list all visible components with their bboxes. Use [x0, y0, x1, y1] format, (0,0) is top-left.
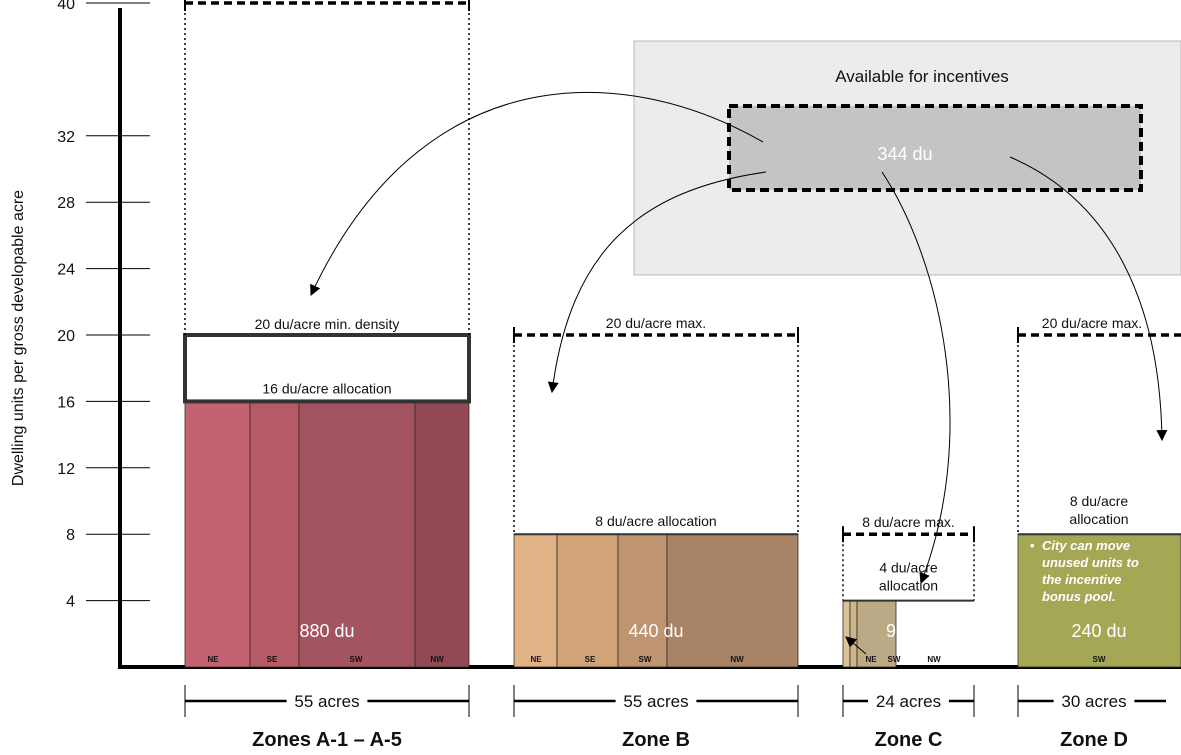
bar-zones-a-1-a-5-sw	[298, 400, 416, 668]
incentive-total: 344 du	[877, 144, 932, 164]
y-tick-label-12: 12	[57, 461, 75, 478]
arrow-to-zone-d	[1009, 156, 1168, 442]
incentive-pool: Available for incentives 344 du	[633, 40, 1181, 276]
bar-zone-b-sw	[617, 533, 668, 668]
subzone-label-sw: SW	[639, 655, 652, 664]
subzone-label-nw: NW	[927, 655, 941, 664]
incentive-title: Available for incentives	[835, 67, 1009, 86]
max-density-label: 8 du/acre max.	[862, 514, 955, 530]
max-density-label: 20 du/acre max.	[606, 315, 706, 331]
y-tick-label-20: 20	[57, 328, 75, 345]
bar-zone-c-nw	[856, 600, 897, 668]
min-density-box	[183, 333, 471, 404]
allocation-label-line-1: 8 du/acre	[1070, 493, 1129, 509]
total-units-label: 240 du	[1071, 621, 1126, 641]
y-tick-label-16: 16	[57, 394, 75, 411]
subzone-label-sw: SW	[350, 655, 363, 664]
bar-zone-b-ne	[513, 533, 558, 668]
bar-zone-c-sw	[849, 600, 858, 668]
subzone-label-ne: NE	[207, 655, 219, 664]
allocation-label: 16 du/acre allocation	[262, 380, 391, 396]
zone-name: Zone B	[622, 729, 690, 751]
allocation-label-line-2: allocation	[1069, 511, 1128, 527]
bar-zone-c-ne	[842, 600, 851, 668]
y-ticks: 4 8 12 16 20 24 28 32 40	[57, 0, 150, 611]
subzone-label-se: SE	[585, 655, 596, 664]
subzone-label-sw: SW	[888, 655, 901, 664]
note-bullet: •	[1030, 538, 1035, 553]
acres-label: 30 acres	[1061, 692, 1126, 711]
min-density-label: 20 du/acre min. density	[255, 316, 400, 332]
subzone-label-ne: NE	[865, 655, 877, 664]
note-line-2: unused units to	[1042, 555, 1139, 570]
max-density-label: 20 du/acre max.	[1042, 315, 1142, 331]
subzone-label-sw: SW	[1093, 655, 1106, 664]
bar-zone-d-sw	[1017, 533, 1181, 668]
subzone-label-se: SE	[267, 655, 278, 664]
subzone-label-ne: NE	[530, 655, 542, 664]
zone-3-group: NE SW NW 96 du 8 du/acre max. 4 du/acre alloca…	[842, 514, 975, 751]
transfer-arrows	[310, 91, 1168, 655]
arrow-to-zone-c	[881, 171, 951, 585]
total-units-label: 96 du	[886, 621, 931, 641]
total-units-label: 880 du	[299, 621, 354, 641]
acres-label: 24 acres	[876, 692, 941, 711]
arrow-to-zone-b	[547, 171, 767, 394]
bar-zones-a-1-a-5-nw	[414, 400, 470, 668]
y-tick-label-24: 24	[57, 262, 75, 279]
bar-zone-b-se	[556, 533, 619, 668]
zone-2-group: NE SE SW NW 440 du 20 du/acre max. 8 du/acre a…	[513, 315, 799, 751]
y-tick-label-28: 28	[57, 195, 75, 212]
y-tick-label-40: 40	[57, 0, 75, 13]
total-units-label: 440 du	[628, 621, 683, 641]
y-tick-label-4: 4	[66, 594, 75, 611]
note-line-1: City can move	[1042, 538, 1130, 553]
bar-zones-a-1-a-5-ne	[184, 400, 251, 668]
incentive-pool-box	[727, 104, 1143, 192]
zone-4-group: SW 240 du 20 du/acre max. 8 du/acre allocati…	[1017, 315, 1181, 751]
y-tick-label-32: 32	[57, 129, 75, 146]
zone-name: Zones A-1 – A-5	[252, 729, 402, 751]
zone-name: Zone C	[875, 729, 943, 751]
subzone-label-nw: NW	[430, 655, 444, 664]
acres-label: 55 acres	[623, 692, 688, 711]
y-axis-label: Dwelling units per gross developable acr…	[10, 190, 27, 486]
y-tick-label-8: 8	[66, 527, 75, 544]
bar-zones-a-1-a-5-se	[249, 400, 300, 668]
allocation-label-line-1: 4 du/acre	[879, 560, 938, 576]
arrow-to-zone-a	[310, 91, 764, 296]
acres-label: 55 acres	[294, 692, 359, 711]
allocation-label: 8 du/acre allocation	[595, 513, 716, 529]
note-line-3: the incentive	[1042, 572, 1121, 587]
note-line-4: bonus pool.	[1042, 589, 1116, 604]
subzone-label-nw: NW	[730, 655, 744, 664]
arrow-zone-c-small	[845, 636, 867, 655]
allocation-label-line-2: allocation	[879, 578, 938, 594]
bar-zone-b-nw	[666, 533, 799, 668]
zone-name: Zone D	[1060, 729, 1128, 751]
